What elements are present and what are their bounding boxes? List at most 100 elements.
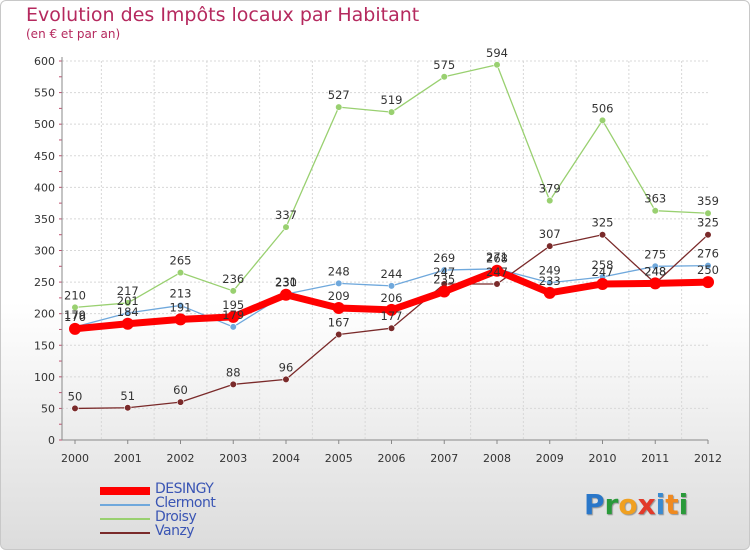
x-tick-label: 2011	[641, 452, 669, 465]
data-point-desingy	[332, 301, 345, 314]
data-label-desingy: 268	[486, 252, 508, 266]
data-point-desingy	[174, 313, 187, 326]
data-label-clermont: 244	[381, 267, 403, 281]
x-tick-label: 2010	[589, 452, 617, 465]
data-point-vanzy	[124, 404, 132, 412]
data-point-clermont	[704, 262, 712, 270]
data-label-vanzy: 325	[697, 216, 719, 230]
data-label-droisy: 236	[222, 272, 244, 286]
data-label-clermont: 271	[486, 250, 508, 264]
y-tick-label: 300	[34, 245, 55, 258]
logo-letter: o	[618, 488, 638, 521]
data-label-droisy: 506	[592, 101, 614, 115]
data-label-clermont: 249	[539, 264, 561, 278]
data-point-vanzy	[493, 280, 501, 288]
data-point-clermont	[124, 309, 132, 317]
data-point-droisy	[282, 223, 290, 231]
data-point-droisy	[704, 209, 712, 217]
data-label-droisy: 363	[644, 192, 666, 206]
data-point-desingy	[69, 322, 81, 335]
legend-label: Droisy	[155, 509, 197, 525]
data-label-desingy: 247	[592, 265, 614, 279]
data-point-droisy	[546, 196, 554, 205]
data-label-droisy: 210	[64, 288, 86, 302]
data-label-clermont: 275	[644, 247, 666, 261]
chart-subtitle: (en € et par an)	[26, 27, 121, 41]
data-label-vanzy: 88	[226, 365, 241, 379]
data-point-desingy	[438, 285, 451, 298]
data-label-droisy: 594	[486, 46, 508, 60]
y-tick-label: 150	[34, 339, 55, 352]
y-tick-label: 200	[34, 308, 55, 321]
y-tick-label: 400	[34, 181, 55, 194]
data-label-vanzy: 248	[644, 264, 666, 278]
data-label-desingy: 206	[381, 291, 403, 305]
legend-label: DESINGY	[155, 481, 214, 497]
y-tick-label: 250	[34, 276, 55, 289]
legend-swatch	[100, 504, 150, 506]
data-label-droisy: 217	[117, 284, 139, 298]
data-label-vanzy: 96	[279, 360, 294, 374]
data-point-droisy	[651, 207, 659, 215]
x-tick-label: 2007	[430, 452, 458, 465]
data-label-clermont: 179	[64, 308, 86, 322]
data-point-desingy	[649, 277, 662, 290]
data-label-vanzy: 177	[381, 309, 403, 323]
legend-swatch	[100, 532, 150, 534]
data-point-desingy	[227, 310, 240, 323]
data-point-droisy	[598, 116, 607, 124]
data-point-clermont	[651, 262, 659, 270]
data-label-desingy: 235	[433, 273, 455, 287]
x-tick-label: 2005	[325, 452, 353, 465]
data-label-droisy: 527	[328, 88, 350, 102]
data-label-desingy: 195	[222, 298, 244, 312]
y-tick-label: 450	[34, 150, 55, 163]
data-point-vanzy	[176, 398, 185, 406]
data-label-clermont: 179	[222, 308, 244, 322]
data-point-droisy	[493, 61, 501, 69]
data-label-desingy: 184	[117, 305, 139, 319]
data-point-desingy	[596, 277, 609, 290]
x-tick-label: 2000	[61, 452, 89, 465]
x-tick-label: 2009	[536, 452, 564, 465]
data-label-droisy: 359	[697, 194, 719, 208]
data-point-desingy	[702, 276, 714, 289]
data-point-droisy	[229, 287, 237, 295]
data-point-vanzy	[71, 404, 79, 413]
logo-letter: i	[655, 488, 666, 521]
data-label-vanzy: 247	[433, 265, 455, 279]
x-tick-label: 2001	[114, 452, 142, 465]
y-tick-label: 350	[34, 213, 55, 226]
data-point-clermont	[440, 266, 448, 274]
data-label-vanzy: 51	[120, 389, 135, 403]
logo-letter: x	[637, 488, 656, 521]
data-point-desingy	[491, 264, 503, 277]
data-point-clermont	[176, 301, 185, 310]
data-point-droisy	[176, 269, 185, 277]
data-label-clermont: 248	[328, 264, 350, 278]
data-label-vanzy: 167	[328, 316, 350, 330]
data-point-desingy	[280, 288, 292, 301]
data-point-clermont	[229, 323, 237, 331]
data-label-desingy: 176	[64, 310, 86, 324]
data-point-droisy	[124, 299, 132, 307]
data-point-vanzy	[704, 231, 712, 239]
x-tick-label: 2006	[378, 452, 406, 465]
data-point-clermont	[387, 282, 396, 290]
data-label-desingy: 248	[644, 264, 666, 278]
data-label-droisy: 379	[539, 182, 561, 196]
data-label-vanzy: 325	[592, 216, 614, 230]
data-point-desingy	[385, 303, 398, 316]
logo-letter: r	[604, 488, 619, 521]
x-tick-label: 2008	[483, 452, 511, 465]
data-label-vanzy: 247	[486, 265, 508, 279]
data-point-vanzy	[282, 375, 290, 383]
data-label-clermont: 201	[117, 294, 139, 308]
data-label-clermont: 258	[592, 258, 614, 272]
data-point-clermont	[335, 279, 343, 287]
data-label-desingy: 230	[275, 276, 297, 290]
data-point-droisy	[440, 73, 448, 81]
data-point-droisy	[335, 103, 343, 111]
